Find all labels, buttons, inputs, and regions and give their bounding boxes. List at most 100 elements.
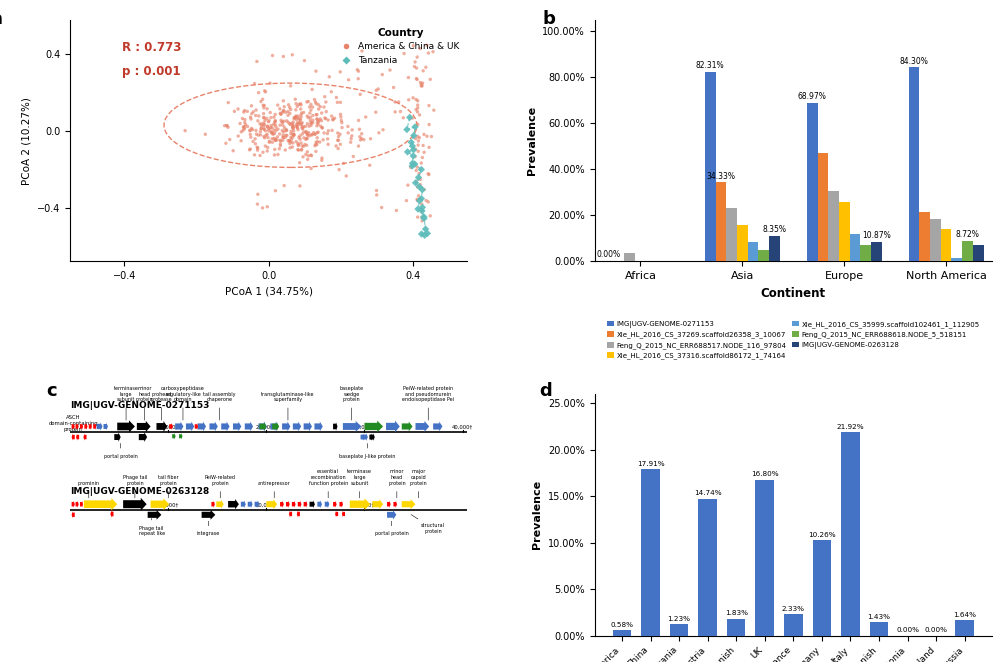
Point: [320, 134, 336, 144]
Point: [260, 129, 276, 140]
Point: [285, 119, 301, 130]
Point: [257, 85, 273, 96]
Point: [253, 150, 269, 161]
Point: [243, 109, 260, 119]
Text: prominin: prominin: [78, 481, 100, 498]
Point: [415, 202, 431, 213]
Point: [396, 48, 412, 59]
Bar: [705, 72, 715, 261]
Point: [253, 123, 269, 134]
Point: [278, 107, 294, 118]
Point: [414, 216, 430, 226]
Point: [236, 117, 253, 128]
Point: [290, 122, 306, 133]
Point: [293, 134, 309, 144]
Point: [282, 142, 298, 153]
Point: [287, 113, 303, 124]
Point: [276, 105, 292, 116]
Bar: [818, 153, 829, 261]
Point: [270, 124, 286, 134]
FancyArrow shape: [211, 500, 214, 508]
Point: [399, 124, 415, 135]
Point: [386, 82, 402, 93]
FancyArrow shape: [370, 434, 373, 441]
Text: 17.91%: 17.91%: [636, 461, 664, 467]
Point: [230, 104, 246, 115]
Point: [350, 64, 366, 75]
Point: [353, 134, 369, 145]
Point: [243, 123, 260, 134]
Point: [339, 171, 355, 181]
Text: d: d: [539, 382, 552, 400]
Point: [418, 224, 434, 234]
FancyArrow shape: [83, 434, 86, 441]
Text: 34.33%: 34.33%: [706, 171, 735, 181]
Point: [305, 115, 321, 126]
FancyArrow shape: [342, 510, 345, 518]
Text: IMG|UGV-GENOME-0271153: IMG|UGV-GENOME-0271153: [70, 401, 209, 410]
Point: [267, 133, 283, 144]
Point: [351, 73, 367, 84]
Point: [316, 102, 332, 113]
Text: minor
head
protein: minor head protein: [388, 469, 406, 498]
Point: [310, 136, 326, 147]
FancyArrow shape: [292, 500, 296, 508]
Point: [290, 144, 306, 155]
Point: [272, 120, 288, 130]
Point: [268, 185, 284, 196]
Point: [296, 126, 312, 137]
Point: [333, 139, 349, 150]
Point: [262, 136, 278, 147]
Point: [351, 66, 367, 77]
Point: [408, 165, 424, 175]
FancyArrow shape: [255, 500, 260, 508]
FancyArrow shape: [197, 422, 206, 432]
Point: [352, 89, 368, 100]
FancyArrow shape: [325, 500, 330, 508]
FancyArrow shape: [75, 500, 79, 508]
Point: [308, 97, 324, 107]
Point: [410, 119, 426, 130]
Point: [263, 113, 279, 123]
Point: [285, 138, 301, 148]
Point: [351, 141, 367, 152]
FancyArrow shape: [433, 422, 443, 432]
Bar: [715, 182, 726, 261]
Point: [290, 119, 306, 130]
Point: [336, 158, 352, 169]
Point: [413, 174, 429, 185]
Point: [217, 138, 233, 148]
Point: [257, 113, 273, 123]
Point: [308, 137, 324, 148]
Text: carboxypeptidase
regulatory-like
domain: carboxypeptidase regulatory-like domain: [161, 386, 204, 420]
FancyArrow shape: [293, 422, 302, 432]
Text: 10,000†: 10,000†: [157, 425, 179, 430]
FancyArrow shape: [71, 423, 75, 430]
Point: [300, 146, 316, 157]
FancyArrow shape: [298, 500, 302, 508]
Text: Phage tail
protein: Phage tail protein: [122, 475, 147, 498]
Point: [288, 94, 304, 105]
Point: [399, 195, 415, 206]
Bar: [726, 618, 745, 636]
Point: [410, 103, 426, 113]
Point: [273, 115, 289, 126]
Point: [289, 121, 305, 132]
Text: 30,000†: 30,000†: [354, 425, 375, 430]
Point: [270, 149, 286, 160]
FancyArrow shape: [233, 422, 241, 432]
Text: major
capsid
protein: major capsid protein: [410, 469, 427, 498]
Point: [285, 122, 301, 133]
Point: [409, 74, 425, 85]
Point: [406, 144, 422, 155]
Point: [242, 129, 259, 140]
Point: [236, 115, 253, 125]
Point: [280, 110, 296, 120]
Point: [255, 94, 271, 105]
Point: [293, 99, 309, 109]
Point: [408, 177, 424, 188]
Point: [333, 97, 349, 108]
Point: [288, 99, 304, 109]
Point: [266, 112, 282, 122]
Point: [256, 118, 272, 128]
